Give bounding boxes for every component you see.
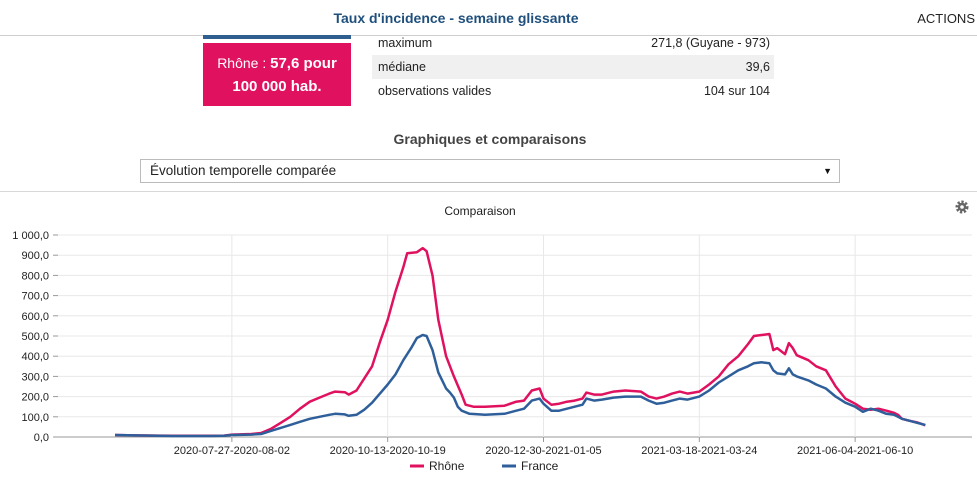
chart-divider	[0, 191, 977, 192]
select-value: Évolution temporelle comparée	[150, 163, 337, 178]
y-tick-label: 300,0	[21, 371, 49, 383]
chart-title: Comparaison	[444, 204, 515, 218]
stat-label: observations valides	[378, 84, 492, 98]
stat-label: médiane	[378, 60, 426, 74]
series-line-rhne	[114, 246, 926, 438]
gear-icon[interactable]	[955, 200, 969, 214]
y-tick-label: 0,0	[34, 432, 49, 444]
stat-value: 104 sur 104	[703, 84, 770, 98]
x-tick-label: 2021-06-04-2021-06-10	[797, 445, 913, 457]
value-box: Rhône : 57,6 pour 100 000 hab.	[203, 43, 351, 106]
value-box-prefix: Rhône :	[217, 55, 271, 71]
stat-row-maximum: maximum 271,8 (Guyane - 973)	[372, 31, 774, 55]
y-tick-label: 500,0	[21, 331, 49, 343]
y-tick-label: 100,0	[21, 412, 49, 424]
x-tick-label: 2021-03-18-2021-03-24	[641, 445, 757, 457]
stat-value: 39,6	[745, 60, 770, 74]
page-title: Taux d'incidence - semaine glissante	[333, 10, 579, 26]
stats-table: maximum 271,8 (Guyane - 973) médiane 39,…	[372, 31, 774, 103]
x-tick-label: 2020-12-30-2021-01-05	[485, 445, 601, 457]
y-tick-label: 1 000,0	[12, 230, 49, 242]
value-box-accent	[203, 35, 351, 39]
chart-type-select[interactable]: Évolution temporelle comparée ▼	[140, 159, 840, 183]
x-tick-label: 2020-10-13-2020-10-19	[330, 445, 446, 457]
legend-label: Rhône	[429, 459, 465, 473]
y-tick-label: 200,0	[21, 392, 49, 404]
legend-item[interactable]: France	[502, 459, 559, 473]
legend-label: France	[521, 459, 559, 473]
value-box-unit: 100 000 hab.	[232, 78, 322, 95]
stat-row-valid: observations valides 104 sur 104	[372, 79, 774, 103]
value-box-value: 57,6 pour	[270, 55, 337, 72]
y-tick-label: 900,0	[21, 250, 49, 262]
actions-button[interactable]: ACTIONS	[917, 11, 975, 26]
x-tick-label: 2020-07-27-2020-08-02	[174, 445, 290, 457]
y-tick-label: 400,0	[21, 351, 49, 363]
legend-item[interactable]: Rhône	[410, 459, 465, 473]
header-divider	[0, 35, 977, 36]
stat-row-median: médiane 39,6	[372, 55, 774, 79]
chevron-down-icon: ▼	[823, 166, 832, 176]
stat-value: 271,8 (Guyane - 973)	[651, 36, 770, 50]
section-title: Graphiques et comparaisons	[393, 131, 587, 147]
comparison-chart: Comparaison 0,0 100,0 200,0 300,0 400,0 500,0…	[12, 200, 972, 473]
series-line-france	[114, 333, 926, 438]
y-tick-label: 700,0	[21, 291, 49, 303]
y-tick-label: 800,0	[21, 270, 49, 282]
stat-label: maximum	[378, 36, 433, 50]
y-tick-label: 600,0	[21, 311, 49, 323]
